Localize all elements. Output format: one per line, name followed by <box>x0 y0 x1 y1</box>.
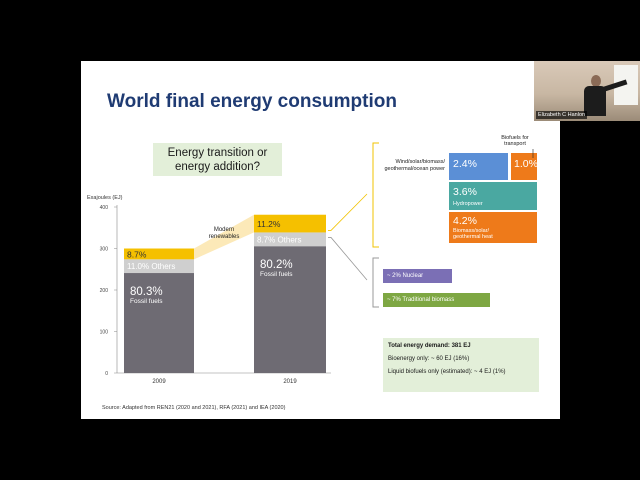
slide: World final energy consumption Energy tr… <box>81 61 560 419</box>
y-tick-label: 0 <box>105 371 108 377</box>
y-tick-label: 400 <box>100 205 109 211</box>
bar-segment <box>124 259 194 274</box>
annotation-label: Modern <box>214 227 234 233</box>
fossil-series-label: Fossil fuels <box>130 298 163 305</box>
growth-wedge <box>194 214 254 260</box>
y-tick-label: 100 <box>100 330 109 336</box>
wind-box <box>449 153 508 180</box>
fossil-value-label: 80.2% <box>260 259 293 271</box>
energy-chart: Exajoules (EJ)0100200300400200980.3%Foss… <box>87 135 538 385</box>
question-box: Energy transition or energy addition? <box>153 143 282 176</box>
biofuels-box <box>511 153 537 180</box>
others-connector-line <box>328 237 368 281</box>
hydro-value: 3.6% <box>453 186 477 198</box>
renewables-value-label: 11.2% <box>257 219 281 229</box>
traditional-biomass-label: ~ 7% Traditional biomass <box>383 293 490 307</box>
y-axis-label: Exajoules (EJ) <box>87 195 123 201</box>
biofuels-label: Biofuels for <box>501 135 529 141</box>
annotation-label: renewables <box>209 234 240 240</box>
question-line-2: energy addition? <box>174 161 261 173</box>
nuclear-label: ~ 2% Nuclear <box>383 269 452 283</box>
presenter-head <box>591 75 601 87</box>
bar-segment <box>124 248 194 260</box>
liquid-biofuels-share: Liquid biofuels only (estimated): ~ 4 EJ… <box>388 369 506 375</box>
slide-title: World final energy consumption <box>107 91 397 112</box>
presenter-body <box>584 86 606 116</box>
demand-box: Total energy demand: 381 EJ Bioenergy on… <box>383 338 539 392</box>
y-tick-label: 300 <box>100 247 109 253</box>
fossil-value-label: 80.3% <box>130 286 163 298</box>
others-value-label: 11.0% Others <box>127 262 175 271</box>
connector-line <box>328 193 368 231</box>
biofuels-value: 1.0% <box>514 158 538 170</box>
presenter-name: Elizabeth C Hanlon <box>536 111 588 119</box>
x-tick-label: 2009 <box>152 379 166 385</box>
y-tick-label: 200 <box>100 288 109 294</box>
hydro-label: Hydropower <box>453 201 483 207</box>
bar-segment <box>124 273 194 373</box>
biofuels-label: transport <box>504 141 526 147</box>
heat-value: 4.2% <box>453 215 477 227</box>
heat-label: Biomass/solar/ <box>453 228 490 234</box>
bioenergy-share: Bioenergy only: ~ 60 EJ (16%) <box>388 356 470 362</box>
bar-segment <box>254 232 326 247</box>
others-value-label: 8.7% Others <box>257 235 301 244</box>
heat-label: geothermal heat <box>453 234 493 240</box>
heat-box <box>449 212 537 243</box>
renewables-value-label: 8.7% <box>127 249 147 259</box>
question-line-1: Energy transition or <box>167 147 268 159</box>
source-note: Source: Adapted from REN21 (2020 and 202… <box>102 405 286 411</box>
wind-value: 2.4% <box>453 158 477 170</box>
webcam-thumbnail: Elizabeth C Hanlon <box>534 61 640 121</box>
bar-segment <box>254 214 326 233</box>
wind-label: Wind/solar/biomass/ <box>395 159 445 165</box>
total-demand: Total energy demand: 381 EJ <box>388 343 471 349</box>
wind-label: geothermal/ocean power <box>384 166 445 172</box>
renewables-bracket <box>372 142 379 248</box>
fossil-series-label: Fossil fuels <box>260 271 293 278</box>
hydro-box <box>449 182 537 210</box>
others-bracket <box>372 257 379 308</box>
bar-segment <box>254 246 326 373</box>
x-tick-label: 2019 <box>283 379 297 385</box>
